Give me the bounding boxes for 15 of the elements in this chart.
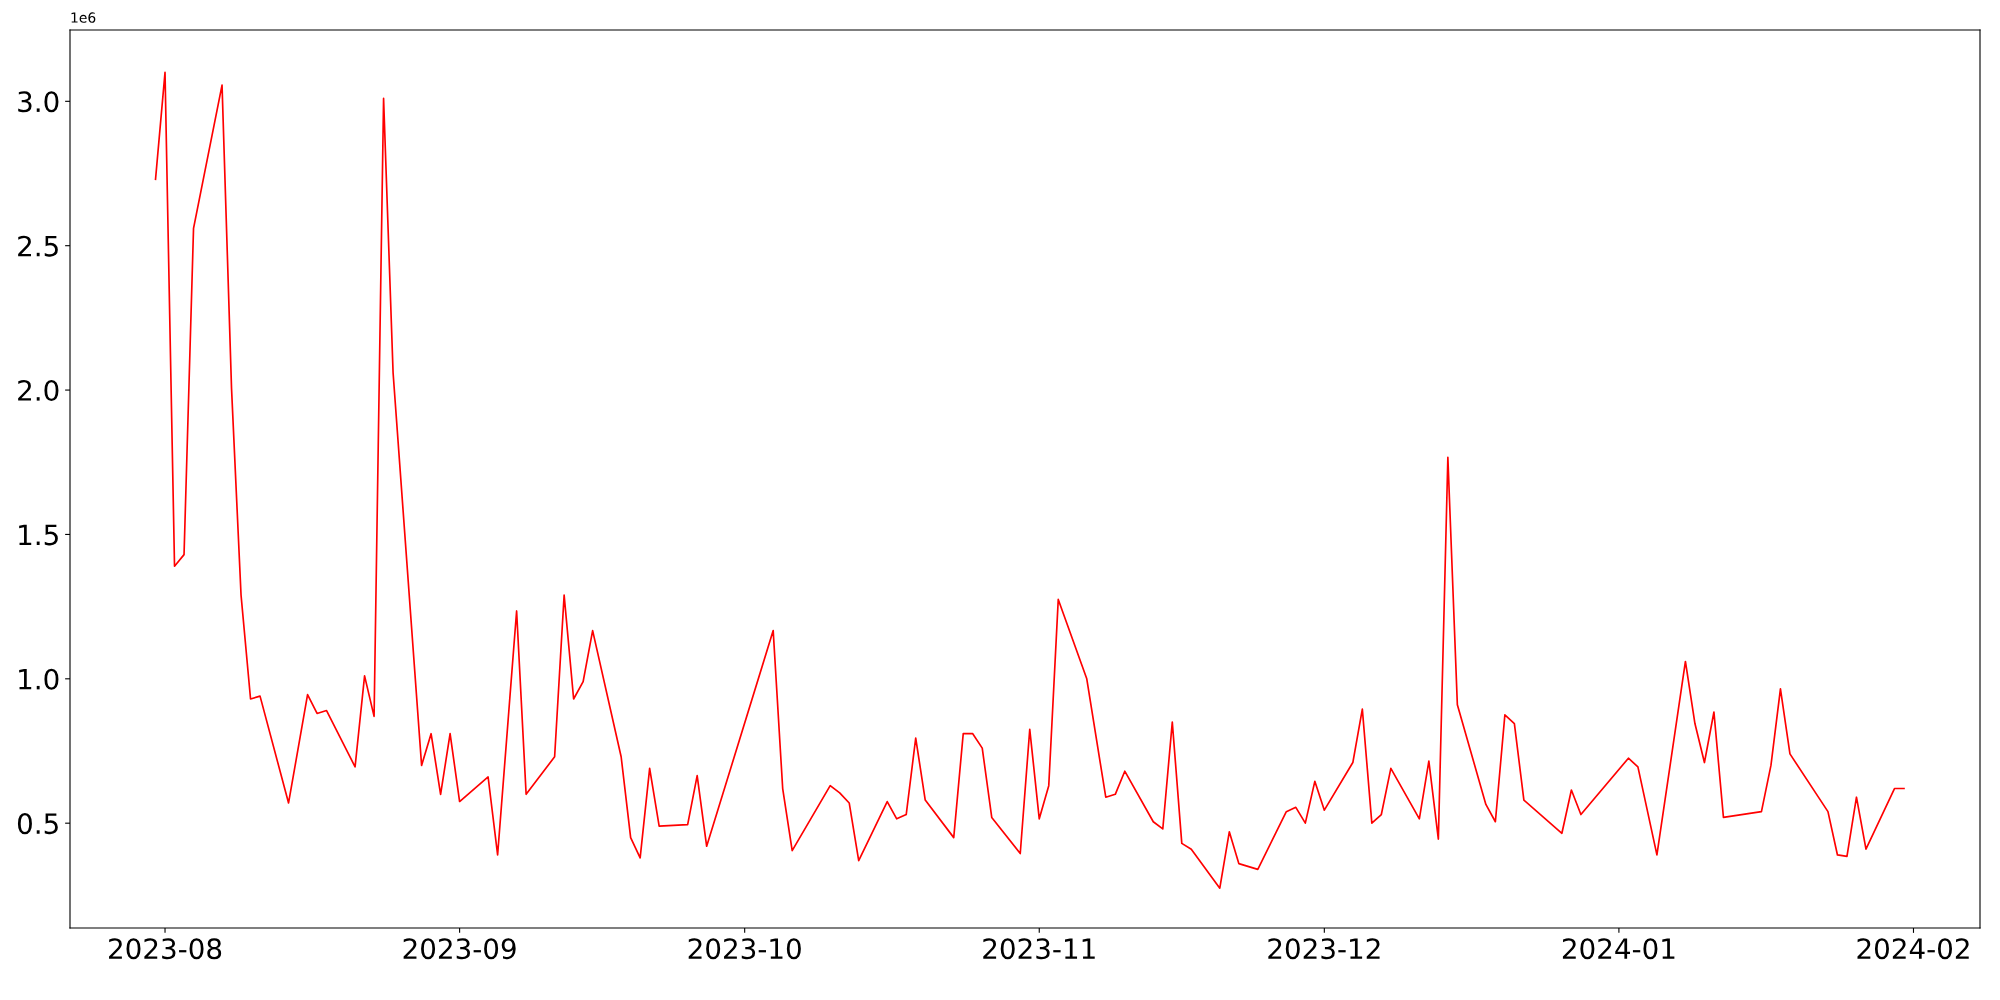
y-tick-label: 2.0: [18, 380, 59, 402]
y-tick-label: 1.5: [19, 524, 58, 546]
y-tick-label: 0.5: [17, 813, 58, 835]
x-tick-label: 2023-11: [983, 938, 1095, 960]
x-tick-label: 2024-01: [1562, 938, 1675, 960]
line-series: [154, 71, 1905, 889]
x-tick-label: 2023-08: [109, 938, 222, 960]
text: 1e6: [71, 12, 96, 23]
x-tick-label: 2023-12: [1268, 938, 1380, 960]
y-tick-label: 2.5: [18, 235, 58, 257]
x-tick-label: 2023-09: [403, 938, 516, 960]
y-tick-label: 1.0: [19, 668, 59, 690]
y-tick-label: 3.0: [18, 91, 59, 113]
x-tick-label: 2023-10: [688, 938, 801, 960]
x-tick-label: 2024-02: [1857, 938, 1969, 960]
